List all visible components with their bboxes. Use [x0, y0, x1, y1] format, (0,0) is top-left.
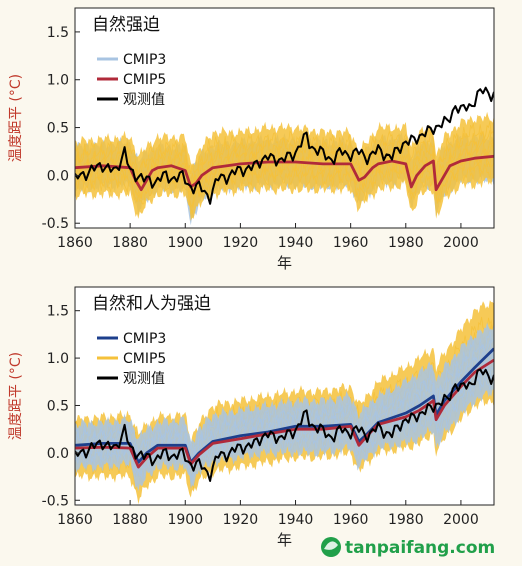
panel-title: 自然和人为强迫 [92, 294, 211, 314]
mean-line-cmip5 [75, 154, 494, 192]
x-tick-label: 1940 [278, 235, 314, 251]
x-tick-label: 1920 [223, 512, 259, 528]
x-tick-label: 2000 [443, 235, 479, 251]
ensemble-member-line [75, 121, 494, 180]
ensemble-member-line [75, 349, 494, 469]
x-axis-label: 年 [277, 254, 292, 272]
x-tick-label: 1860 [57, 235, 93, 251]
y-tick-label: 0.0 [47, 168, 69, 184]
x-tick-label: 1980 [388, 512, 424, 528]
y-tick-label: 1.0 [47, 351, 69, 367]
panel-title: 自然强迫 [92, 15, 160, 35]
y-tick-label: 1.5 [47, 304, 69, 320]
x-tick-label: 2000 [443, 512, 479, 528]
legend-label-cmip3: CMIP3 [123, 52, 166, 68]
observed-line [75, 368, 494, 482]
y-tick-label: 1.5 [47, 25, 69, 41]
y-tick-label: 0.5 [47, 121, 69, 137]
chart-panel-1: 1860 1880 1900 1920 1940 1960 1980 2000 -0.5 0.0 0… [8, 7, 495, 272]
x-tick-label: 1940 [278, 512, 314, 528]
x-tick-label: 1900 [167, 235, 203, 251]
x-tick-label: 1900 [167, 512, 203, 528]
y-tick-label: 1.0 [47, 73, 69, 89]
legend-label-obs: 观测值 [123, 371, 165, 387]
legend-label-cmip5: CMIP5 [123, 351, 166, 367]
y-axis-label: 温度距平 (°C) [8, 74, 24, 162]
x-tick-label: 1860 [57, 512, 93, 528]
y-tick-label: 0.0 [47, 446, 69, 462]
x-tick-label: 1960 [333, 512, 369, 528]
ensemble-member-line [75, 138, 494, 196]
chart-panel-2: 1860 1880 1900 1920 1940 1960 1980 2000 -0.5 0.0 0… [8, 286, 495, 549]
legend-label-obs: 观测值 [123, 92, 165, 108]
mean-line-cmip5 [75, 358, 494, 469]
watermark: tanpaifang.com [321, 537, 495, 558]
y-tick-label: -0.5 [42, 216, 69, 232]
ensemble-band-cmip5 [75, 111, 494, 221]
x-tick-label: 1980 [388, 235, 424, 251]
y-tick-label: 0.5 [47, 398, 69, 414]
plot-frame [74, 286, 495, 506]
x-tick-label: 1880 [112, 512, 148, 528]
plot-frame [74, 7, 495, 229]
ensemble-member-line [75, 371, 494, 485]
x-axis-label: 年 [277, 531, 292, 549]
ensemble-member-line [75, 161, 494, 215]
observed-line [75, 86, 494, 205]
x-tick-label: 1880 [112, 235, 148, 251]
legend-label-cmip5: CMIP5 [123, 72, 166, 88]
legend-label-cmip3: CMIP3 [123, 331, 166, 347]
watermark-text: tanpaifang.com [345, 538, 495, 558]
x-tick-label: 1960 [333, 235, 369, 251]
legend: CMIP3 CMIP5 观测值 [97, 331, 166, 387]
legend: CMIP3 CMIP5 观测值 [97, 52, 166, 108]
leaf-icon [324, 541, 338, 550]
y-axis-label: 温度距平 (°C) [8, 352, 24, 440]
x-tick-label: 1920 [223, 235, 259, 251]
ensemble-member-line [75, 331, 494, 460]
y-tick-label: -0.5 [42, 493, 69, 509]
